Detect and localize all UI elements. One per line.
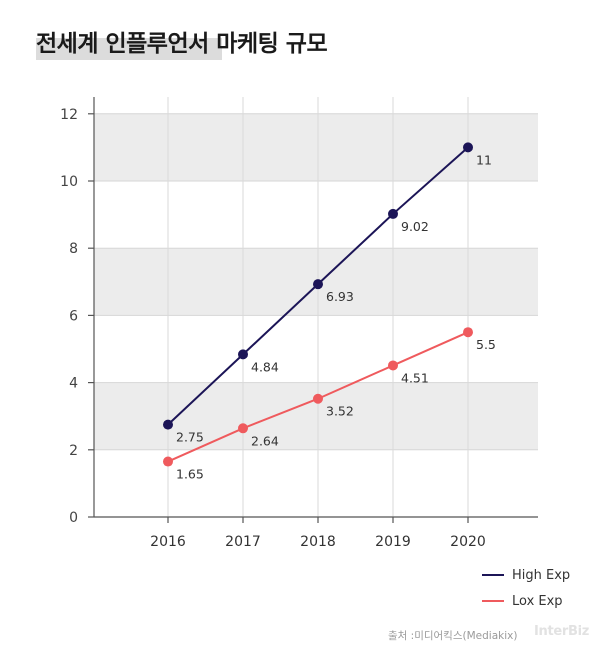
chart-title-block: 전세계 인플루언서 마케팅 규모 bbox=[36, 26, 328, 62]
data-label-lox-exp: 2.64 bbox=[251, 433, 279, 448]
data-point-lox-exp bbox=[238, 423, 248, 434]
data-point-lox-exp bbox=[163, 456, 173, 467]
legend-label-high-exp: High Exp bbox=[512, 567, 571, 583]
data-label-high-exp: 2.75 bbox=[176, 430, 204, 445]
legend-item-lox-exp: Lox Exp bbox=[482, 588, 570, 614]
data-label-high-exp: 4.84 bbox=[251, 359, 279, 374]
y-tick-label: 4 bbox=[69, 376, 78, 392]
x-tick-label: 2018 bbox=[300, 534, 336, 550]
data-point-lox-exp bbox=[463, 327, 473, 338]
x-tick-label: 2016 bbox=[150, 534, 186, 550]
y-tick-label: 10 bbox=[60, 174, 78, 190]
data-point-high-exp bbox=[313, 279, 323, 290]
x-tick-label: 2020 bbox=[450, 534, 486, 550]
data-label-lox-exp: 3.52 bbox=[326, 404, 354, 419]
legend-label-lox-exp: Lox Exp bbox=[512, 593, 563, 609]
data-point-lox-exp bbox=[313, 393, 323, 404]
y-tick-label: 6 bbox=[69, 308, 78, 324]
title-highlight bbox=[36, 38, 222, 60]
legend-swatch-lox-exp bbox=[482, 600, 504, 602]
data-point-high-exp bbox=[163, 419, 173, 430]
legend-item-high-exp: High Exp bbox=[482, 562, 570, 588]
data-point-high-exp bbox=[388, 208, 398, 219]
y-tick-label: 12 bbox=[60, 107, 78, 123]
data-point-lox-exp bbox=[388, 360, 398, 371]
legend: High Exp Lox Exp bbox=[482, 562, 570, 614]
brand-watermark: InterBiz bbox=[534, 624, 590, 639]
data-label-lox-exp: 4.51 bbox=[401, 370, 429, 385]
y-tick-label: 0 bbox=[69, 510, 78, 526]
data-label-high-exp: 6.93 bbox=[326, 289, 354, 304]
x-tick-label: 2017 bbox=[225, 534, 261, 550]
x-tick-label: 2019 bbox=[375, 534, 411, 550]
chart-title: 전세계 인플루언서 마케팅 규모 bbox=[36, 31, 328, 57]
legend-swatch-high-exp bbox=[482, 574, 504, 576]
data-point-high-exp bbox=[463, 142, 473, 153]
data-label-high-exp: 11 bbox=[476, 152, 492, 167]
y-tick-label: 8 bbox=[69, 241, 78, 257]
data-point-high-exp bbox=[238, 349, 248, 360]
grid-band bbox=[94, 382, 538, 450]
data-label-lox-exp: 1.65 bbox=[176, 467, 204, 482]
data-label-high-exp: 9.02 bbox=[401, 219, 429, 234]
data-label-lox-exp: 5.5 bbox=[476, 337, 496, 352]
y-tick-label: 2 bbox=[69, 443, 78, 459]
source-note: 출처 :미디어킥스(Mediakix) bbox=[388, 630, 518, 642]
